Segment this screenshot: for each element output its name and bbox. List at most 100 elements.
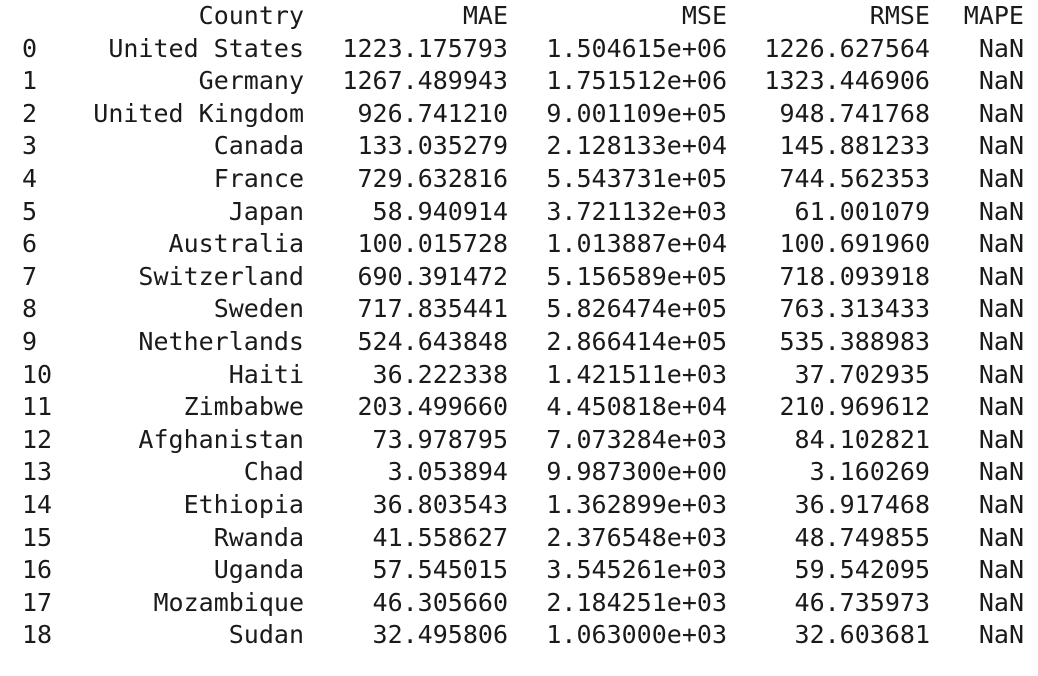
- cell-country: Mozambique: [153, 587, 304, 617]
- cell-country: Sweden: [213, 294, 304, 324]
- cell-mae: 133.035279: [357, 131, 508, 161]
- cell-mse: 2.866414e+05: [546, 326, 727, 356]
- column-header-mape: MAPE: [963, 1, 1024, 30]
- cell-mape: NaN: [978, 359, 1024, 389]
- row-index: 5: [22, 196, 38, 226]
- row-index: 16: [22, 555, 53, 585]
- cell-mae: 41.558627: [372, 522, 508, 552]
- cell-country: Netherlands: [138, 326, 304, 356]
- cell-mape: NaN: [978, 424, 1024, 454]
- cell-mae: 3.053894: [387, 457, 508, 487]
- cell-mape: NaN: [978, 294, 1024, 324]
- cell-mse: 1.504615e+06: [546, 33, 727, 63]
- row-index: 12: [22, 424, 53, 454]
- cell-mae: 58.940914: [372, 196, 508, 226]
- table-row: 4 France 729.632816 5.543731e+05 744.562353 N…: [0, 163, 1038, 196]
- table-row: 7 Switzerland 690.391472 5.156589e+05 718.09…: [0, 261, 1038, 294]
- cell-mape: NaN: [978, 620, 1024, 650]
- row-index: 6: [22, 229, 38, 259]
- cell-country: Afghanistan: [138, 424, 304, 454]
- row-index: 15: [22, 522, 53, 552]
- table-row: 12 Afghanistan 73.978795 7.073284e+03 84.102…: [0, 424, 1038, 457]
- column-header-mse: MSE: [681, 1, 727, 30]
- cell-country: Rwanda: [213, 522, 304, 552]
- cell-rmse: 59.542095: [794, 555, 930, 585]
- cell-mape: NaN: [978, 489, 1024, 519]
- table-row: 16 Uganda 57.545015 3.545261e+03 59.542095 Na…: [0, 554, 1038, 587]
- table-row: 10 Haiti 36.222338 1.421511e+03 37.702935 NaN: [0, 359, 1038, 392]
- cell-country: Australia: [168, 229, 304, 259]
- cell-mape: NaN: [978, 131, 1024, 161]
- cell-mae: 717.835441: [357, 294, 508, 324]
- header-row: Country MAE MSE RMSE MAPE: [0, 0, 1038, 33]
- table-row: 17 Mozambique 46.305660 2.184251e+03 46.7359…: [0, 587, 1038, 620]
- cell-rmse: 61.001079: [794, 196, 930, 226]
- cell-rmse: 46.735973: [794, 587, 930, 617]
- cell-mae: 524.643848: [357, 326, 508, 356]
- cell-mape: NaN: [978, 326, 1024, 356]
- cell-country: Ethiopia: [183, 489, 304, 519]
- cell-mse: 3.545261e+03: [546, 555, 727, 585]
- cell-rmse: 3.160269: [809, 457, 930, 487]
- cell-mse: 4.450818e+04: [546, 392, 727, 422]
- cell-mape: NaN: [978, 196, 1024, 226]
- table-row: 2 United Kingdom 926.741210 9.001109e+05 948…: [0, 98, 1038, 131]
- cell-mse: 9.001109e+05: [546, 98, 727, 128]
- cell-mae: 32.495806: [372, 620, 508, 650]
- cell-country: Chad: [243, 457, 304, 487]
- cell-mse: 2.376548e+03: [546, 522, 727, 552]
- table-row: 8 Sweden 717.835441 5.826474e+05 763.313433 N…: [0, 293, 1038, 326]
- dataframe-output: Country MAE MSE RMSE MAPE 0 United States…: [0, 0, 1038, 652]
- cell-country: Haiti: [228, 359, 304, 389]
- cell-mse: 5.543731e+05: [546, 163, 727, 193]
- cell-mape: NaN: [978, 33, 1024, 63]
- table-body: 0 United States 1223.175793 1.504615e+06 122…: [0, 33, 1038, 652]
- cell-rmse: 48.749855: [794, 522, 930, 552]
- table-row: 5 Japan 58.940914 3.721132e+03 61.001079 NaN: [0, 196, 1038, 229]
- cell-mse: 1.013887e+04: [546, 229, 727, 259]
- cell-rmse: 100.691960: [779, 229, 930, 259]
- cell-mse: 2.184251e+03: [546, 587, 727, 617]
- cell-mae: 1223.175793: [342, 33, 508, 63]
- cell-rmse: 37.702935: [794, 359, 930, 389]
- cell-rmse: 535.388983: [779, 326, 930, 356]
- row-index: 8: [22, 294, 38, 324]
- cell-mae: 36.803543: [372, 489, 508, 519]
- table-row: 15 Rwanda 41.558627 2.376548e+03 48.749855 Na…: [0, 522, 1038, 555]
- cell-rmse: 763.313433: [779, 294, 930, 324]
- cell-rmse: 718.093918: [779, 261, 930, 291]
- cell-mae: 57.545015: [372, 555, 508, 585]
- column-header-rmse: RMSE: [869, 1, 930, 30]
- cell-mse: 1.063000e+03: [546, 620, 727, 650]
- cell-country: Zimbabwe: [183, 392, 304, 422]
- cell-mse: 3.721132e+03: [546, 196, 727, 226]
- cell-mae: 203.499660: [357, 392, 508, 422]
- column-header-country: Country: [198, 1, 304, 30]
- cell-mae: 690.391472: [357, 261, 508, 291]
- cell-country: France: [213, 163, 304, 193]
- cell-rmse: 32.603681: [794, 620, 930, 650]
- row-index: 14: [22, 489, 53, 519]
- cell-country: Sudan: [228, 620, 304, 650]
- column-header-mae: MAE: [462, 1, 508, 30]
- cell-mae: 73.978795: [372, 424, 508, 454]
- table-row: 6 Australia 100.015728 1.013887e+04 100.6919…: [0, 228, 1038, 261]
- row-index: 7: [22, 261, 38, 291]
- cell-mape: NaN: [978, 261, 1024, 291]
- cell-rmse: 1226.627564: [764, 33, 930, 63]
- table-row: 18 Sudan 32.495806 1.063000e+03 32.603681 NaN: [0, 619, 1038, 652]
- row-index: 3: [22, 131, 38, 161]
- table-row: 1 Germany 1267.489943 1.751512e+06 1323.4469…: [0, 65, 1038, 98]
- row-index: 4: [22, 163, 38, 193]
- cell-country: Japan: [228, 196, 304, 226]
- cell-rmse: 210.969612: [779, 392, 930, 422]
- cell-mape: NaN: [978, 522, 1024, 552]
- cell-country: Canada: [213, 131, 304, 161]
- cell-mape: NaN: [978, 587, 1024, 617]
- cell-mse: 1.751512e+06: [546, 66, 727, 96]
- cell-rmse: 84.102821: [794, 424, 930, 454]
- cell-mse: 9.987300e+00: [546, 457, 727, 487]
- row-index: 17: [22, 587, 53, 617]
- cell-mse: 2.128133e+04: [546, 131, 727, 161]
- cell-mae: 46.305660: [372, 587, 508, 617]
